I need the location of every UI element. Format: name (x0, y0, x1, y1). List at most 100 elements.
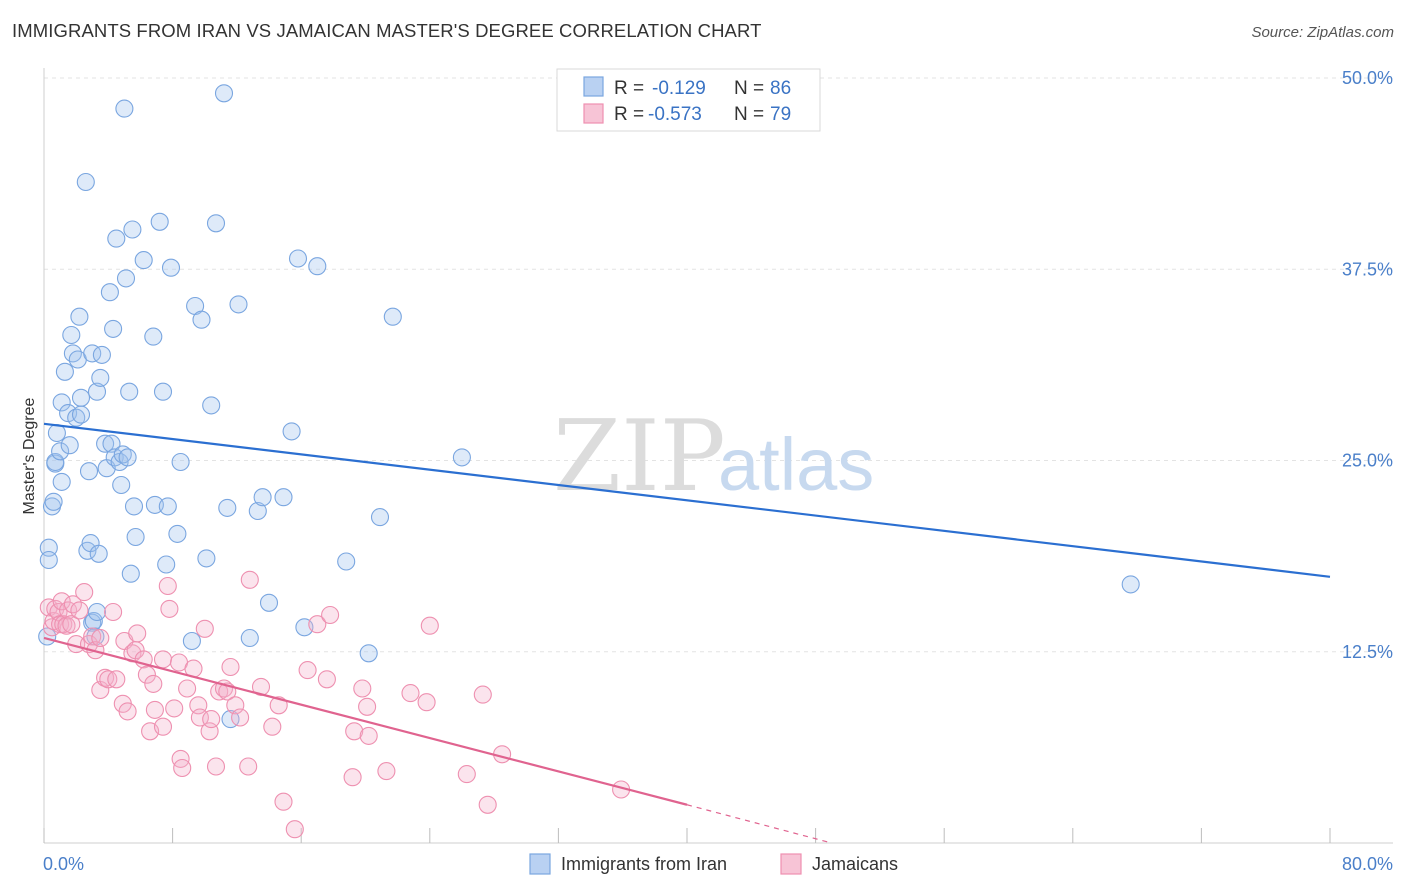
data-points (38, 84, 1140, 839)
iran-point-71 (229, 295, 248, 314)
legend-r-label-1: R = (614, 78, 644, 99)
jamaican-point-46 (190, 708, 209, 727)
jamaican-point-76 (420, 616, 439, 635)
jamaican-point-74 (401, 684, 420, 703)
iran-point-14 (62, 325, 81, 345)
iran-point-45 (116, 269, 136, 288)
bottom-legend-swatch-iran (529, 853, 551, 875)
jamaican-point-63 (285, 820, 304, 839)
iran-point-56 (153, 382, 173, 401)
legend-n-label-1: N = (734, 78, 764, 99)
jamaican-point-54 (221, 657, 240, 677)
jamaican-trend-line (43, 636, 688, 806)
iran-point-18 (70, 307, 89, 326)
iran-point-2 (39, 550, 58, 570)
iran-point-81 (337, 552, 356, 571)
jamaican-point-65 (308, 615, 327, 634)
watermark-atlas: atlas (718, 423, 874, 506)
jamaican-point-43 (178, 679, 197, 698)
iran-point-64 (192, 310, 211, 329)
x-tick-label-1: 80.0% (1342, 854, 1393, 874)
iran-point-72 (240, 628, 259, 648)
iran-point-6 (46, 452, 65, 472)
jamaican-point-33 (144, 674, 163, 693)
jamaican-point-59 (251, 677, 271, 696)
iran-point-65 (197, 549, 216, 568)
iran-point-68 (214, 84, 234, 103)
axes (43, 68, 1393, 844)
iran-point-59 (161, 258, 181, 277)
jamaican-point-68 (343, 768, 362, 787)
legend-r-label-2: R = (614, 104, 644, 125)
iran-point-21 (76, 172, 95, 192)
iran-point-36 (100, 283, 119, 302)
iran-point-32 (91, 368, 110, 387)
jamaican-point-14 (75, 583, 94, 602)
grid-lines (44, 77, 1393, 653)
jamaican-point-56 (231, 708, 250, 727)
jamaican-point-41 (171, 749, 190, 768)
iran-point-31 (89, 544, 108, 563)
y-tick-labels: 12.5% 25.0% 37.5% 50.0% (1342, 68, 1393, 662)
iran-point-25 (83, 344, 102, 363)
y-tick-label-1: 25.0% (1342, 451, 1393, 471)
iran-point-53 (144, 327, 163, 346)
jamaican-point-36 (153, 717, 173, 736)
jamaican-point-34 (145, 700, 164, 719)
iran-point-67 (206, 214, 226, 233)
jamaican-point-73 (377, 762, 396, 781)
jamaican-point-39 (165, 699, 184, 718)
iran-point-74 (253, 488, 272, 507)
jamaican-point-57 (239, 757, 258, 776)
iran-point-43 (113, 445, 132, 464)
jamaican-point-78 (473, 685, 492, 704)
iran-point-15 (63, 344, 82, 363)
iran-trend-line (43, 422, 1331, 578)
iran-point-49 (123, 220, 142, 239)
y-axis-label: Master's Degree (21, 397, 38, 514)
jamaican-point-69 (345, 722, 364, 741)
iran-point-78 (288, 249, 308, 268)
iran-point-57 (157, 555, 176, 574)
bottom-legend-label-iran: Immigrants from Iran (561, 854, 727, 874)
jamaican-trend-extension (686, 804, 832, 844)
jamaican-point-23 (107, 670, 126, 689)
iran-point-83 (370, 508, 390, 527)
iran-point-44 (115, 99, 134, 118)
iran-point-62 (182, 631, 201, 651)
iran-point-75 (259, 593, 279, 612)
iran-point-77 (282, 422, 301, 441)
iran-point-10 (52, 393, 71, 412)
legend-box: R = -0.129 N = 86 R = -0.573 N = 79 (556, 68, 821, 132)
jamaican-point-6 (52, 592, 71, 611)
source-label: Source: ZipAtlas.com (1251, 24, 1394, 41)
iran-point-42 (112, 475, 131, 495)
iran-point-54 (145, 495, 164, 514)
iran-point-82 (359, 644, 378, 663)
iran-point-23 (79, 462, 99, 481)
iran-point-70 (221, 710, 240, 729)
jamaican-point-26 (118, 702, 137, 721)
jamaican-point-38 (160, 599, 179, 618)
iran-point-9 (52, 472, 71, 491)
iran-point-4 (44, 492, 63, 511)
jamaican-point-49 (202, 710, 221, 729)
jamaican-point-22 (104, 602, 123, 622)
chart-title: IMMIGRANTS FROM IRAN VS JAMAICAN MASTER'… (12, 20, 762, 41)
iran-point-40 (107, 229, 126, 248)
jamaican-point-79 (478, 795, 497, 814)
legend-r-value-2: -0.573 (648, 104, 702, 125)
bottom-legend: Immigrants from Iran Jamaicans (529, 853, 898, 875)
y-tick-label-3: 50.0% (1342, 68, 1393, 88)
iran-point-52 (134, 251, 153, 270)
iran-point-13 (60, 436, 79, 455)
x-tick-label-0: 0.0% (43, 854, 84, 874)
iran-point-16 (67, 408, 86, 427)
jamaican-point-47 (195, 619, 214, 638)
jamaican-point-75 (417, 693, 436, 712)
iran-point-1 (39, 538, 58, 557)
iran-point-50 (124, 497, 144, 516)
jamaican-point-35 (153, 650, 173, 669)
iran-point-29 (87, 382, 107, 401)
iran-point-73 (248, 501, 267, 521)
